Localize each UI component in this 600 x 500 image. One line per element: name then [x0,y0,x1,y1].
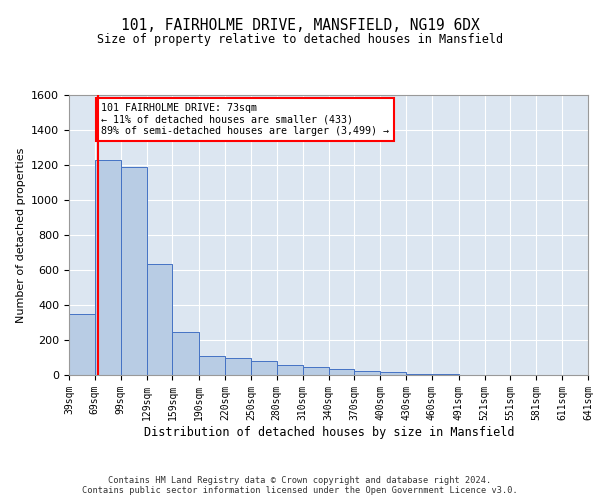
Bar [69,314,95,375]
Bar [146,264,172,375]
Bar [302,367,329,375]
Text: 101, FAIRHOLME DRIVE, MANSFIELD, NG19 6DX: 101, FAIRHOLME DRIVE, MANSFIELD, NG19 6D… [121,18,479,32]
Text: Distribution of detached houses by size in Mansfield: Distribution of detached houses by size … [143,426,514,439]
Text: Contains HM Land Registry data © Crown copyright and database right 2024.
Contai: Contains HM Land Registry data © Crown c… [82,476,518,495]
Bar [199,356,225,375]
Bar [121,167,146,375]
Y-axis label: Number of detached properties: Number of detached properties [16,148,26,322]
Bar [406,374,432,375]
Bar [355,370,380,375]
Text: 101 FAIRHOLME DRIVE: 73sqm
← 11% of detached houses are smaller (433)
89% of sem: 101 FAIRHOLME DRIVE: 73sqm ← 11% of deta… [101,103,389,136]
Bar [380,372,406,375]
Text: Size of property relative to detached houses in Mansfield: Size of property relative to detached ho… [97,32,503,46]
Bar [172,332,199,375]
Bar [277,364,302,375]
Bar [225,358,251,375]
Bar [95,160,121,375]
Bar [432,374,458,375]
Bar [251,361,277,375]
Bar [329,369,355,375]
